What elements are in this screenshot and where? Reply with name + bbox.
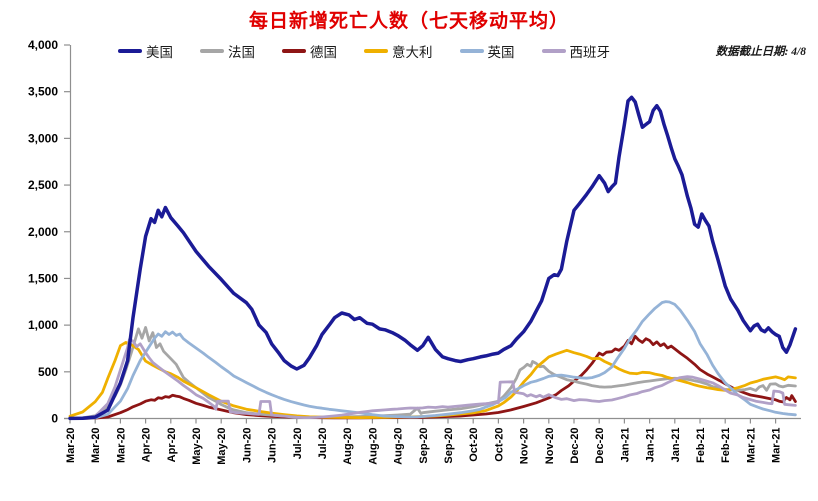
x-tick-label: Aug-20 — [367, 428, 379, 465]
legend-item-germany: 德国 — [282, 41, 337, 61]
x-tick-label: Aug-20 — [342, 428, 354, 465]
x-tick-label: Mar-20 — [90, 428, 102, 463]
legend-swatch-france — [200, 49, 224, 53]
x-tick-label: Feb-21 — [695, 428, 707, 463]
series-line-uk — [68, 300, 797, 420]
x-tick-label: Apr-20 — [141, 428, 153, 463]
x-tick-label: Mar-20 — [65, 428, 77, 463]
x-tick-label: Feb-21 — [720, 428, 732, 463]
legend: 美国 法国 德国 意大利 英国 西班牙 数据截止日期: 4/8 — [0, 41, 818, 61]
legend-item-france: 法国 — [200, 41, 255, 61]
legend-label-spain: 西班牙 — [569, 45, 611, 60]
y-tick-label: 1,000 — [28, 318, 58, 332]
x-tick-label: Jan-21 — [670, 428, 682, 463]
x-tick-label: Nov-20 — [519, 428, 531, 465]
series-line-spain — [68, 338, 797, 420]
legend-label-france: 法国 — [228, 45, 255, 60]
legend-item-usa: 美国 — [118, 41, 173, 61]
y-tick-label: 3,500 — [28, 85, 58, 99]
legend-swatch-italy — [364, 49, 388, 53]
x-tick-label: Jun-20 — [267, 428, 279, 463]
y-tick-label: 3,000 — [28, 131, 58, 145]
legend-item-uk: 英国 — [459, 41, 515, 61]
x-tick-label: Mar-21 — [771, 428, 783, 463]
x-tick-label: Jan-21 — [619, 428, 631, 463]
x-tick-label: Dec-20 — [569, 428, 581, 464]
legend-item-italy: 意大利 — [364, 41, 433, 61]
x-tick-label: Jul-20 — [292, 428, 304, 460]
legend-swatch-uk — [459, 49, 484, 53]
x-tick-label: Jan-21 — [645, 428, 657, 463]
legend-label-uk: 英国 — [487, 45, 515, 60]
legend-swatch-usa — [118, 49, 142, 53]
x-tick-label: Aug-20 — [393, 428, 405, 465]
x-tick-label: Jun-20 — [241, 428, 253, 463]
x-tick-label: Sep-20 — [418, 428, 430, 464]
legend-swatch-germany — [282, 49, 306, 53]
data-cutoff-note: 数据截止日期: 4/8 — [715, 46, 806, 58]
x-tick-label: Apr-20 — [166, 428, 178, 463]
x-tick-label: May-20 — [216, 428, 228, 465]
legend-label-italy: 意大利 — [392, 45, 433, 60]
x-tick-label: Dec-20 — [594, 428, 606, 464]
series-line-france — [68, 326, 797, 420]
x-tick-label: Mar-20 — [115, 428, 127, 463]
x-tick-label: Sep-20 — [443, 428, 455, 464]
x-tick-label: May-20 — [191, 428, 203, 465]
legend-swatch-spain — [541, 49, 566, 53]
y-tick-label: 1,500 — [28, 271, 58, 285]
y-tick-label: 2,500 — [28, 178, 58, 192]
y-tick-label: 0 — [51, 412, 58, 426]
chart-title: 每日新增死亡人数（七天移动平均） — [248, 11, 569, 32]
legend-item-spain: 西班牙 — [541, 41, 611, 61]
y-tick-label: 2,000 — [28, 225, 58, 239]
x-tick-label: Mar-21 — [745, 428, 757, 463]
y-tick-label: 4,000 — [28, 38, 58, 52]
legend-label-germany: 德国 — [310, 45, 337, 60]
x-tick-label: Oct-20 — [468, 428, 480, 462]
legend-label-usa: 美国 — [146, 45, 173, 60]
x-tick-label: Jul-20 — [317, 428, 329, 460]
series-line-usa — [68, 95, 798, 421]
x-tick-label: Oct-20 — [493, 428, 505, 462]
y-tick-label: 500 — [38, 365, 58, 379]
x-tick-label: Nov-20 — [544, 428, 556, 465]
